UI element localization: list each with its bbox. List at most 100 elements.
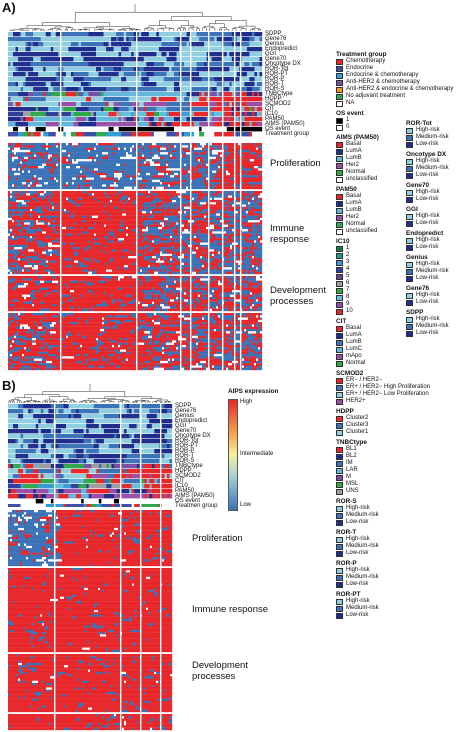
heatmap-cell (98, 154, 101, 157)
heatmap-cell (58, 145, 61, 148)
heatmap-cell (74, 156, 77, 160)
annotation-cell (234, 57, 238, 62)
heatmap-cell (68, 161, 71, 164)
annotation-cell (163, 37, 167, 42)
annotation-cell (234, 102, 238, 107)
heatmap-cell (186, 184, 189, 187)
heatmap-cell (178, 166, 181, 169)
heatmap-cell (258, 145, 261, 148)
heatmap-cell (196, 172, 199, 176)
heatmap-cell (172, 156, 175, 160)
annotation-cell (194, 117, 197, 122)
heatmap-cell (174, 191, 177, 194)
annotation-cell (15, 102, 19, 107)
heatmap-cell (232, 145, 235, 148)
annotation-cell (18, 132, 21, 137)
heatmap-cell (52, 161, 55, 164)
heatmap-cell (20, 163, 23, 167)
annotation-cell (80, 37, 84, 42)
annotation-cell (226, 87, 230, 92)
heatmap-cell (212, 184, 215, 187)
heatmap-cell (220, 152, 223, 155)
annotation-cell (224, 87, 227, 92)
heatmap-cell (84, 175, 87, 178)
heatmap-cell (128, 154, 131, 157)
heatmap-cell (88, 179, 91, 183)
heatmap-cell (18, 193, 21, 196)
annotation-cell (176, 42, 180, 47)
annotation-cell (33, 82, 36, 87)
annotation-cell (70, 82, 74, 87)
annotation-cell (85, 102, 89, 107)
heatmap-cell (212, 145, 215, 148)
heatmap-cell (242, 186, 245, 190)
annotation-cell (219, 132, 222, 137)
annotation-cell (126, 82, 129, 87)
heatmap-cell (164, 159, 167, 162)
heatmap-cell (126, 182, 129, 185)
heatmap-cell (258, 143, 261, 146)
heatmap-cell (246, 152, 249, 155)
heatmap-cell (164, 154, 167, 157)
heatmap-cell (46, 191, 49, 194)
heatmap-cell (82, 179, 85, 183)
heatmap-cell (186, 182, 189, 185)
annotation-cell (171, 57, 175, 62)
annotation-cell (65, 132, 69, 137)
heatmap-cell (46, 179, 49, 183)
annotation-cell (88, 37, 92, 42)
heatmap-cell (148, 175, 151, 178)
heatmap-cell (46, 184, 49, 187)
heatmap-cell (162, 145, 165, 148)
heatmap-cell (158, 147, 161, 151)
annotation-cell (199, 52, 202, 57)
heatmap-cell (150, 182, 153, 185)
heatmap-cell (62, 168, 65, 171)
heatmap-cell (194, 172, 197, 176)
annotation-cell (83, 97, 87, 102)
annotation-cell (201, 102, 205, 107)
heatmap-cell (96, 163, 99, 167)
heatmap-cell (8, 159, 11, 162)
annotation-cell (194, 47, 197, 52)
annotation-cell (43, 57, 46, 62)
annotation-cell (106, 42, 109, 47)
heatmap-cell (38, 177, 41, 180)
annotation-cell (101, 82, 104, 87)
annotation-cell (246, 132, 250, 137)
heatmap-cell (130, 182, 133, 185)
annotation-cell (25, 32, 29, 37)
heatmap-cell (158, 170, 161, 174)
annotation-cell (234, 97, 238, 102)
annotation-cell (231, 127, 235, 132)
heatmap-cell (28, 159, 31, 162)
heatmap-cell (172, 184, 175, 187)
annotation-cell (121, 82, 124, 87)
heatmap-cell (52, 182, 55, 185)
heatmap-cell (38, 186, 41, 190)
heatmap-cell (98, 175, 101, 178)
annotation-cell (55, 87, 59, 92)
annotation-cell (8, 102, 11, 107)
annotation-cell (131, 122, 134, 127)
heatmap-cell (140, 172, 143, 176)
annotation-cell (13, 132, 16, 137)
heatmap-cell (236, 145, 239, 148)
heatmap-cell (50, 149, 53, 153)
annotation-cell (126, 102, 129, 107)
annotation-cell (201, 62, 205, 67)
annotation-cell (75, 97, 79, 102)
heatmap-cell (18, 154, 21, 157)
annotation-cell (199, 132, 202, 137)
annotation-cell (231, 52, 235, 57)
annotation-cell (226, 122, 230, 127)
heatmap-cell (158, 163, 161, 167)
heatmap-cell (88, 182, 91, 185)
annotation-cell (28, 122, 31, 127)
annotation-cell (136, 127, 139, 132)
heatmap-cell (74, 175, 77, 178)
heatmap-cell (164, 179, 167, 183)
annotation-cell (80, 112, 84, 117)
annotation-cell (219, 127, 222, 132)
annotation-cell (249, 102, 253, 107)
